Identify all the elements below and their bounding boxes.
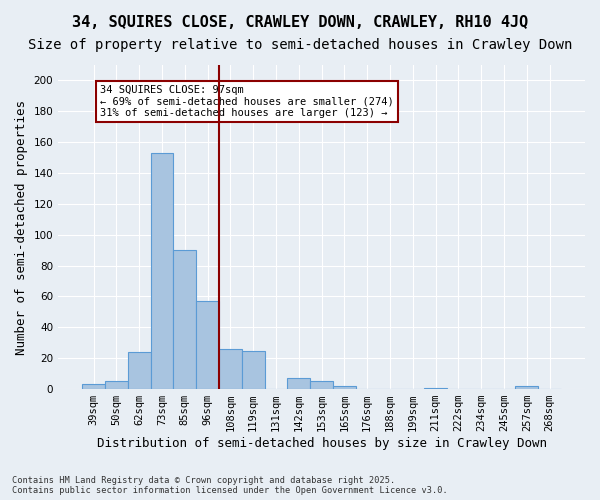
Text: Size of property relative to semi-detached houses in Crawley Down: Size of property relative to semi-detach… <box>28 38 572 52</box>
Bar <box>151 153 173 389</box>
Bar <box>333 386 356 389</box>
Bar <box>196 301 219 389</box>
Bar <box>310 382 333 389</box>
Bar <box>515 386 538 389</box>
Bar <box>242 350 265 389</box>
Text: Contains HM Land Registry data © Crown copyright and database right 2025.
Contai: Contains HM Land Registry data © Crown c… <box>12 476 448 495</box>
Bar <box>105 382 128 389</box>
Text: 34 SQUIRES CLOSE: 97sqm
← 69% of semi-detached houses are smaller (274)
31% of s: 34 SQUIRES CLOSE: 97sqm ← 69% of semi-de… <box>100 85 394 118</box>
Bar <box>219 349 242 389</box>
Bar <box>173 250 196 389</box>
Y-axis label: Number of semi-detached properties: Number of semi-detached properties <box>15 100 28 354</box>
Text: 34, SQUIRES CLOSE, CRAWLEY DOWN, CRAWLEY, RH10 4JQ: 34, SQUIRES CLOSE, CRAWLEY DOWN, CRAWLEY… <box>72 15 528 30</box>
Bar <box>82 384 105 389</box>
Bar <box>128 352 151 389</box>
X-axis label: Distribution of semi-detached houses by size in Crawley Down: Distribution of semi-detached houses by … <box>97 437 547 450</box>
Bar <box>287 378 310 389</box>
Bar <box>424 388 447 389</box>
